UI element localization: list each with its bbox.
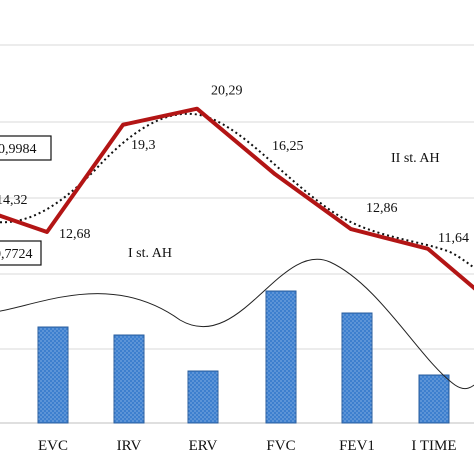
line-trendline: [0, 112, 474, 269]
data-label-4: 12,86: [366, 201, 398, 216]
x-tick-label: FEV1: [339, 438, 375, 454]
x-tick-label: IRV: [117, 438, 142, 454]
bar-erv: [187, 370, 219, 424]
annotation-first-stage: I st. AH: [128, 246, 172, 261]
data-label-offscreen: 14,32: [0, 193, 28, 208]
x-tick-label: EVC: [38, 438, 68, 454]
data-label-2: 20,29: [211, 84, 243, 99]
line-series: [0, 106, 474, 291]
line-series-path: [0, 106, 474, 291]
bar-series: [37, 290, 450, 424]
x-tick-labels: EVC IRV ERV FVC FEV1 I TIME: [38, 438, 457, 454]
bar-i-time: [418, 374, 450, 424]
x-tick-label: FVC: [266, 438, 295, 454]
x-tick-label: I TIME: [411, 438, 456, 454]
data-label-0: 12,68: [59, 227, 91, 242]
x-tick-label: ERV: [189, 438, 218, 454]
annotation-second-stage: II st. AH: [391, 151, 440, 166]
r2-box-2: 0,7724: [0, 240, 42, 266]
data-label-1: 19,3: [131, 138, 156, 153]
bar-fvc: [265, 290, 297, 424]
data-labels: 12,68 19,3 20,29 16,25 12,86 11,64: [59, 84, 469, 246]
bar-fev1: [341, 312, 373, 424]
data-label-5: 11,64: [438, 231, 469, 246]
data-label-3: 16,25: [272, 139, 304, 154]
bar-evc: [37, 326, 69, 424]
r2-box-1-text: 0,9984: [0, 142, 37, 157]
bar-irv: [113, 334, 145, 424]
r2-box-2-text: 0,7724: [0, 247, 33, 262]
r2-box-1: 0,9984: [0, 135, 52, 161]
gridlines: [0, 44, 474, 424]
bar-trendline: [0, 258, 474, 390]
